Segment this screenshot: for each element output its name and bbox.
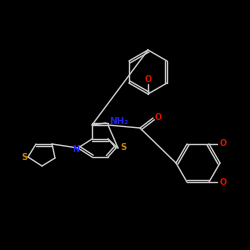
Text: O: O — [220, 178, 226, 186]
Text: O: O — [154, 112, 162, 122]
Text: NH₂: NH₂ — [110, 118, 128, 126]
Text: N: N — [72, 144, 80, 154]
Text: O: O — [144, 74, 152, 84]
Text: S: S — [21, 152, 27, 162]
Text: O: O — [220, 140, 226, 148]
Text: S: S — [120, 144, 126, 152]
